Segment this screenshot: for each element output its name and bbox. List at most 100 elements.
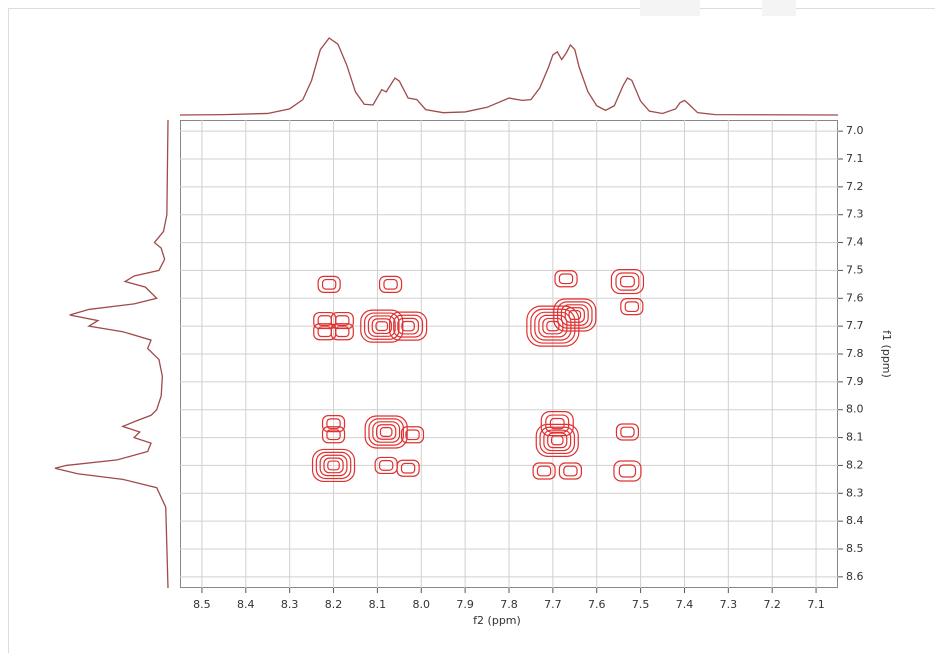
contour-ring [620,298,644,316]
contour-ring [536,465,552,477]
contour-ring [618,464,637,478]
contour-ring [368,418,404,446]
f2-projection [179,37,839,116]
contour-ring [371,318,392,335]
x-tick-label: 7.7 [544,598,562,611]
contour-ring [327,460,340,471]
contour-ring [534,311,572,341]
contour-ring [400,426,425,444]
contour-ring [383,278,398,290]
cross-peak [610,268,645,295]
cross-peak [553,298,597,332]
cross-peak [360,309,404,343]
contour-ring [563,465,578,477]
cross-peak [317,275,341,293]
x-tick-label: 7.6 [588,598,606,611]
contour-ring [393,314,424,338]
contour-ring [615,423,640,441]
x-tick-label: 8.4 [237,598,255,611]
contour-ring [549,417,565,430]
contour-ring [558,273,574,285]
contour-ring [375,321,389,332]
cross-peak [321,415,346,433]
x-tick-label: 7.1 [807,598,825,611]
cross-peak [400,426,425,444]
frame [8,8,935,653]
contour-ring [396,459,420,477]
contour-ring [379,427,393,437]
y-tick-label: 7.9 [846,375,864,388]
contour-ring [364,415,408,449]
cross-peak [311,448,356,483]
contour-ring [401,320,415,332]
contour-ring [367,315,396,337]
contour-ring [321,415,346,433]
cross-peak [389,311,428,341]
cross-peak [330,323,354,341]
contour-ring [372,421,401,443]
contour-ring [335,315,350,326]
cross-peak [615,423,640,441]
y-tick-label: 8.4 [846,514,864,527]
contour-ring [615,272,640,291]
contour-ring [330,323,354,341]
contour-ring [619,275,635,288]
contour-ring [558,462,583,480]
y-tick-label: 8.3 [846,486,864,499]
contour-ring [539,426,576,455]
contour-ring [319,454,348,477]
contour-ring [360,309,404,343]
y-tick-label: 7.4 [846,236,864,249]
contour-ring [553,298,597,332]
contour-ring [326,429,341,441]
cross-peak [378,275,403,293]
contour-ring [389,311,428,341]
contour-ring [317,275,341,293]
x-tick-label: 7.9 [456,598,474,611]
y-tick-label: 7.8 [846,347,864,360]
contour-ring [526,305,580,347]
x-tick-label: 8.3 [281,598,299,611]
x-tick-label: 7.4 [676,598,694,611]
contour-ring [311,448,356,483]
y-tick-label: 7.0 [846,124,864,137]
ui-tab [640,0,700,16]
contour-ring [397,317,419,335]
x-tick-label: 7.8 [500,598,518,611]
cross-peak [526,305,580,347]
contour-ring [613,460,642,482]
x-tick-label: 8.5 [193,598,211,611]
contour-ring [376,424,397,440]
x-tick-label: 8.2 [325,598,343,611]
contour-ring [543,429,572,452]
y-tick-label: 7.2 [846,180,864,193]
contour-ring [323,457,344,474]
y-tick-label: 7.6 [846,291,864,304]
x-tick-label: 7.2 [763,598,781,611]
contour-ring [400,462,416,474]
contour-ring [538,314,568,338]
contour-ring [535,423,579,457]
contour-ring [378,460,394,471]
cross-peak [613,460,642,482]
cross-peak [535,423,579,457]
y-tick-label: 8.0 [846,403,864,416]
contour-ring [550,435,564,446]
contour-ring [557,301,593,329]
contour-ring [554,270,578,288]
x-axis-label: f2 (ppm) [473,614,521,627]
contour-ring [560,304,589,326]
contour-ring [542,317,564,335]
ui-tab [762,0,796,16]
cross-peak [554,270,578,288]
contour-ring [532,462,556,480]
f1-projection [54,119,169,589]
contour-ring [624,301,640,313]
cross-peak [532,462,556,480]
y-tick-label: 7.3 [846,208,864,221]
contour-ring [610,268,645,295]
cross-peak [364,415,408,449]
contour-ring [321,278,337,290]
